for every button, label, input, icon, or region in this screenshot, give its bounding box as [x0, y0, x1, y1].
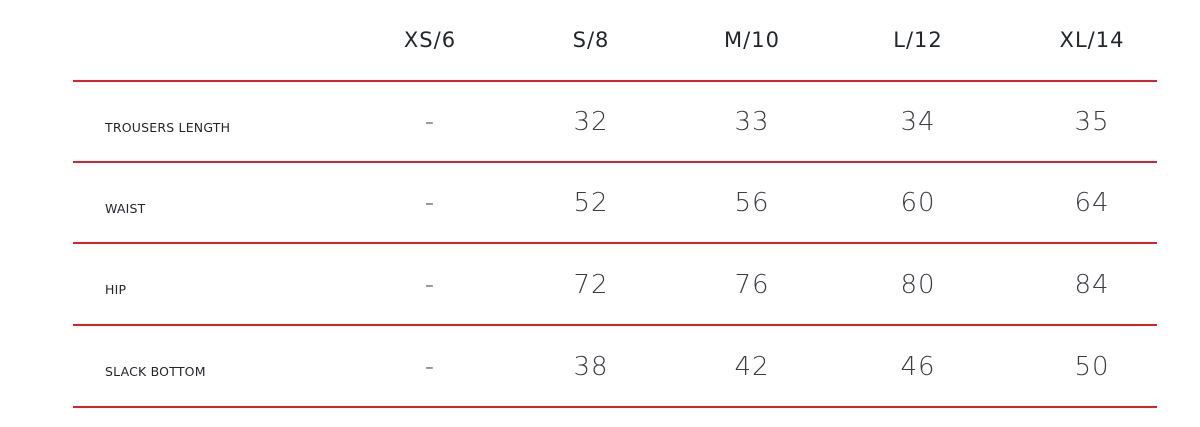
table-cell: 64 [1074, 188, 1110, 218]
row-label: WAIST [105, 201, 146, 216]
table-cell: 50 [1074, 352, 1110, 382]
row-divider [73, 324, 1157, 326]
table-cell: 46 [900, 352, 936, 382]
table-cell: 42 [734, 352, 770, 382]
row-label: SLACK BOTTOM [105, 364, 206, 379]
table-cell: - [424, 107, 436, 137]
column-header: S/8 [572, 28, 610, 52]
row-label: TROUSERS LENGTH [105, 120, 231, 135]
row-divider [73, 406, 1157, 408]
row-divider [73, 161, 1157, 163]
table-cell: 32 [573, 107, 609, 137]
table-cell: 52 [573, 188, 609, 218]
table-cell: 76 [734, 270, 770, 300]
table-cell: 33 [734, 107, 770, 137]
row-divider [73, 80, 1157, 82]
column-header: XL/14 [1059, 28, 1125, 52]
table-cell: 72 [573, 270, 609, 300]
table-cell: 80 [900, 270, 936, 300]
table-cell: 35 [1074, 107, 1110, 137]
table-cell: - [424, 188, 436, 218]
row-divider [73, 242, 1157, 244]
table-cell: 60 [900, 188, 936, 218]
table-cell: 56 [734, 188, 770, 218]
column-header: L/12 [893, 28, 943, 52]
table-cell: 38 [573, 352, 609, 382]
table-cell: 84 [1074, 270, 1110, 300]
column-header: XS/6 [403, 28, 457, 52]
row-label: HIP [105, 282, 127, 297]
table-cell: 34 [900, 107, 936, 137]
table-cell: - [424, 352, 436, 382]
table-cell: - [424, 270, 436, 300]
column-header: M/10 [724, 28, 780, 52]
